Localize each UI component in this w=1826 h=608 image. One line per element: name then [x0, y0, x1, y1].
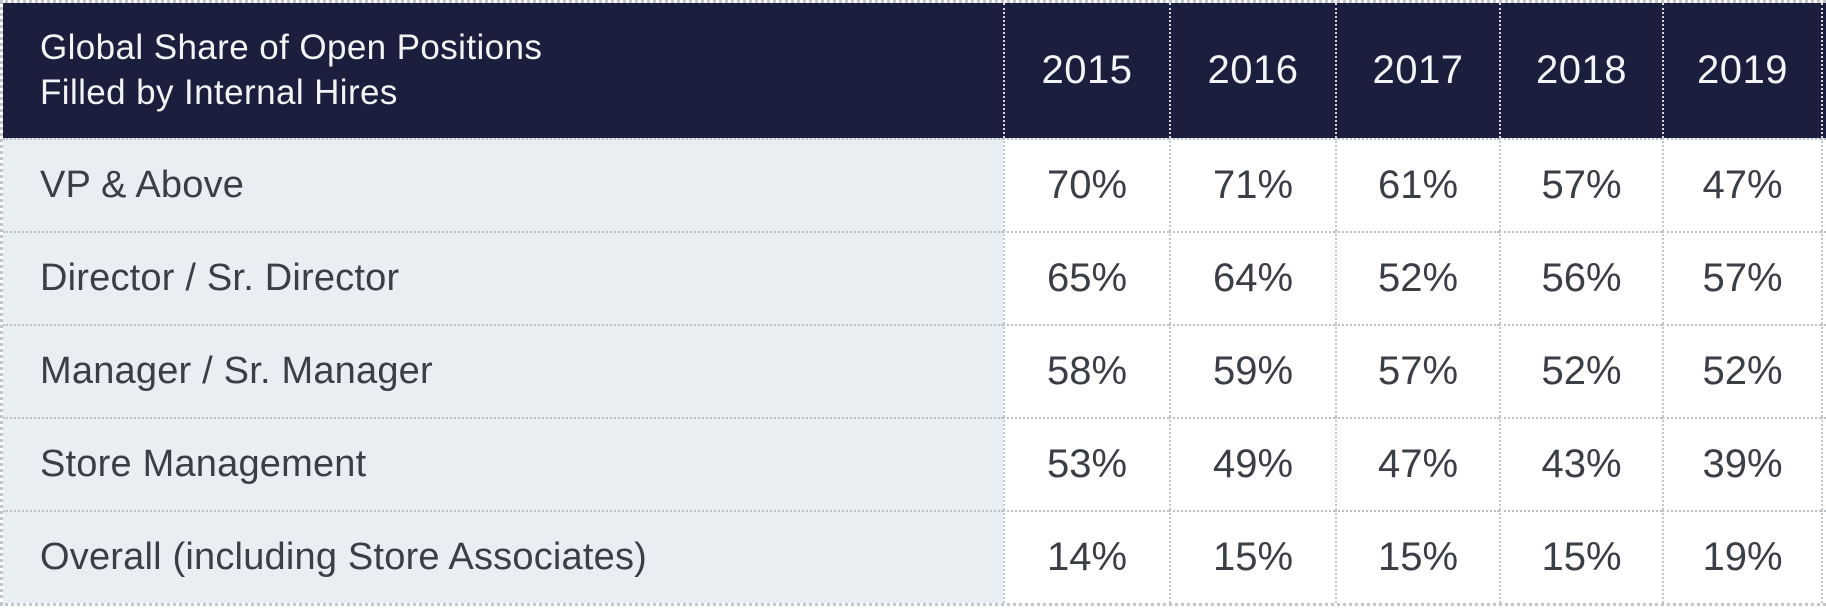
- value-cell: 59%: [1169, 324, 1335, 417]
- value-cell: 15%: [1335, 510, 1499, 603]
- row-right-sliver: [1821, 231, 1826, 324]
- row-label: Director / Sr. Director: [3, 231, 1003, 324]
- row-label: Overall (including Store Associates): [3, 510, 1003, 603]
- value-cell: 52%: [1499, 324, 1662, 417]
- year-header: 2017: [1335, 3, 1499, 138]
- value-cell: 39%: [1662, 417, 1821, 510]
- value-cell: 15%: [1499, 510, 1662, 603]
- row-right-sliver: [1821, 138, 1826, 231]
- value-cell: 57%: [1662, 231, 1821, 324]
- row-right-sliver: [1821, 324, 1826, 417]
- value-cell: 47%: [1335, 417, 1499, 510]
- table-title-line-2: Filled by Internal Hires: [40, 72, 398, 112]
- value-cell: 19%: [1662, 510, 1821, 603]
- value-cell: 49%: [1169, 417, 1335, 510]
- year-header: 2016: [1169, 3, 1335, 138]
- value-cell: 64%: [1169, 231, 1335, 324]
- table-title: Global Share of Open Positions Filled by…: [3, 3, 1003, 138]
- value-cell: 58%: [1003, 324, 1169, 417]
- value-cell: 52%: [1335, 231, 1499, 324]
- value-cell: 71%: [1169, 138, 1335, 231]
- row-label: VP & Above: [3, 138, 1003, 231]
- table-title-line-1: Global Share of Open Positions: [40, 27, 543, 67]
- value-cell: 61%: [1335, 138, 1499, 231]
- value-cell: 65%: [1003, 231, 1169, 324]
- year-header: 2018: [1499, 3, 1662, 138]
- value-cell: 53%: [1003, 417, 1169, 510]
- value-cell: 43%: [1499, 417, 1662, 510]
- year-header: 2015: [1003, 3, 1169, 138]
- row-label: Store Management: [3, 417, 1003, 510]
- value-cell: 52%: [1662, 324, 1821, 417]
- value-cell: 15%: [1169, 510, 1335, 603]
- year-header: 2019: [1662, 3, 1821, 138]
- row-label: Manager / Sr. Manager: [3, 324, 1003, 417]
- value-cell: 47%: [1662, 138, 1821, 231]
- value-cell: 56%: [1499, 231, 1662, 324]
- row-right-sliver: [1821, 417, 1826, 510]
- value-cell: 57%: [1499, 138, 1662, 231]
- value-cell: 57%: [1335, 324, 1499, 417]
- header-right-sliver: [1821, 3, 1826, 138]
- row-right-sliver: [1821, 510, 1826, 603]
- value-cell: 14%: [1003, 510, 1169, 603]
- value-cell: 70%: [1003, 138, 1169, 231]
